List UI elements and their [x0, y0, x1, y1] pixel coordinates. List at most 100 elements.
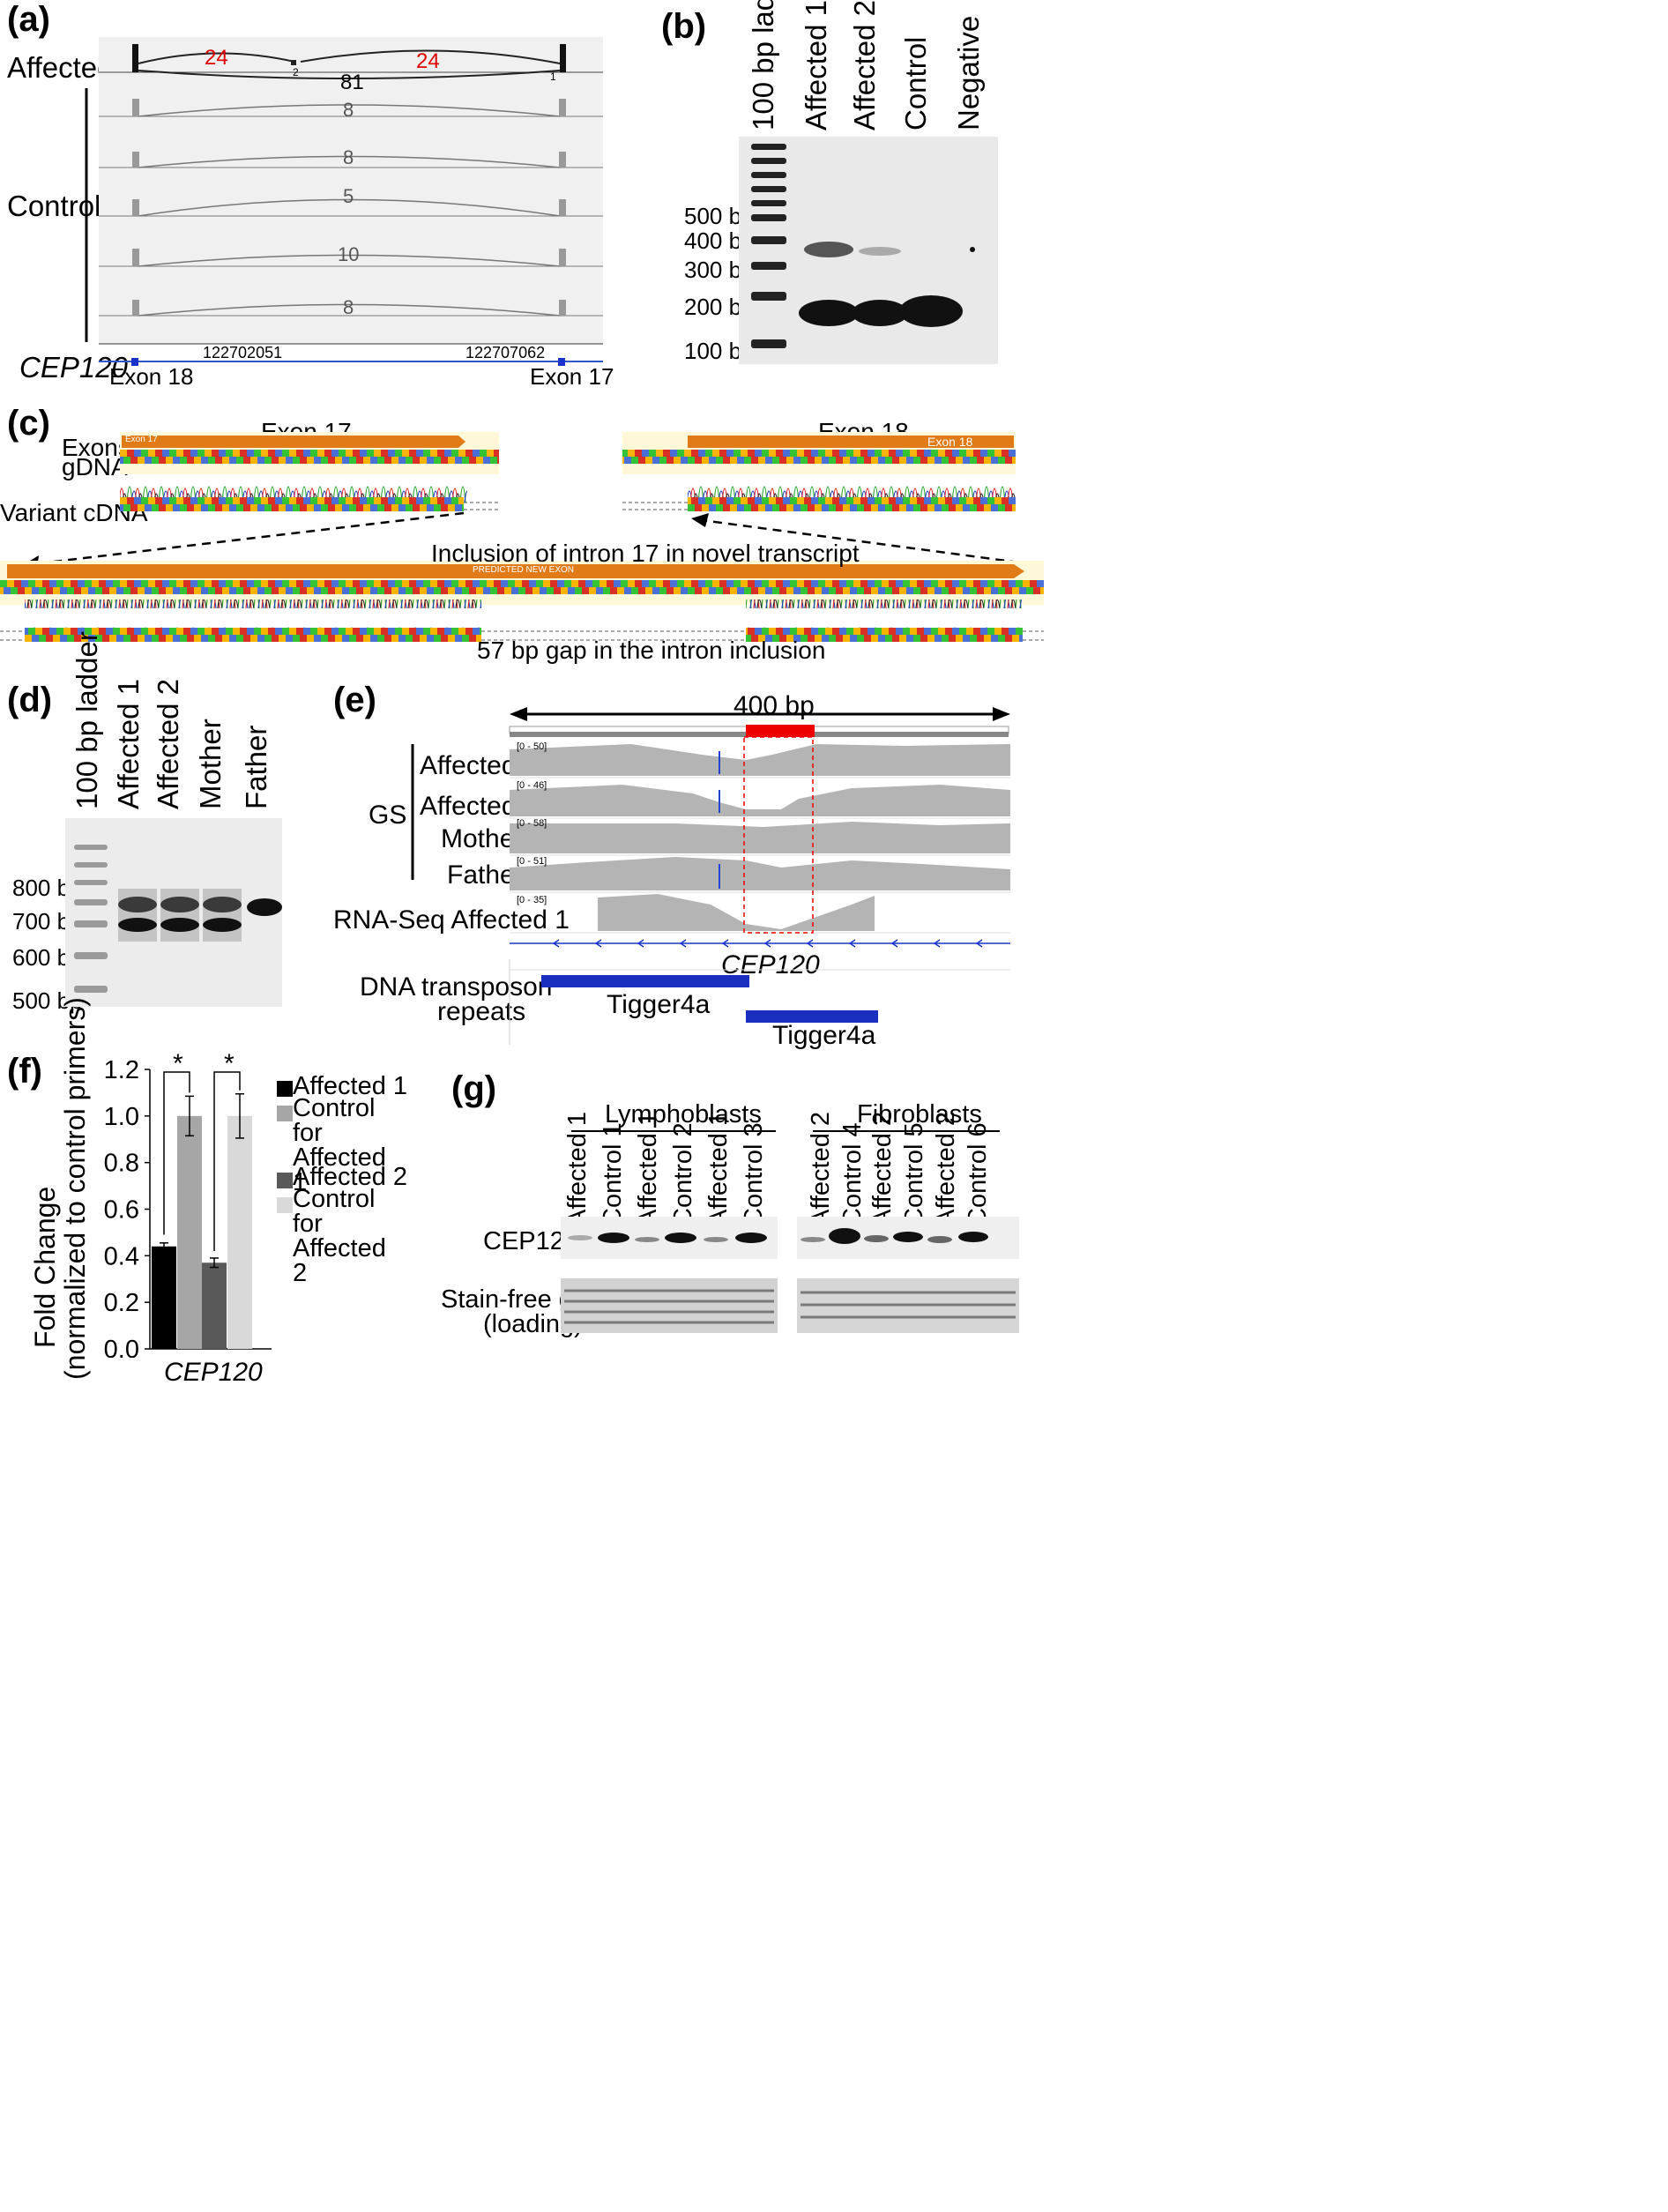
y-tick-label: 0.2 — [104, 1289, 139, 1317]
row-gdna-label: gDNA — [62, 453, 128, 480]
lane-g1-5: Affected 1 — [704, 1111, 733, 1226]
lane-g2-3: Affected 2 — [868, 1111, 897, 1226]
group-lymphoblasts: Lymphoblasts — [605, 1100, 762, 1128]
track-rnaseq: RNA-Seq Affected 1 — [333, 905, 570, 935]
y-tick-label: 0.6 — [104, 1196, 139, 1225]
bar-chart: 0.0 0.2 0.4 0.6 0.8 1.0 1.2 — [104, 1056, 272, 1358]
gene-label-e: CEP120 — [721, 950, 820, 979]
coord-left: 122702051 — [203, 344, 283, 361]
legend-swatch-2 — [277, 1106, 293, 1121]
panel-c-letter: (c) — [7, 404, 50, 443]
lane-d-father: Father — [240, 725, 272, 809]
sig-star-1: * — [173, 1049, 183, 1078]
repeat-2-label: Tigger4a — [772, 1021, 876, 1050]
lane-b-affected-2: Affected 2 — [848, 0, 881, 130]
gs-label: GS — [369, 801, 407, 830]
panel-e-letter: (e) — [333, 681, 376, 719]
lane-b-ladder: 100 bp ladder — [747, 0, 779, 130]
lane-g1-4: Control 2 — [669, 1122, 697, 1226]
range-5: [0 - 35] — [517, 895, 547, 905]
control-count-2: 8 — [343, 146, 354, 168]
f-xlabel: CEP120 — [164, 1358, 263, 1387]
lane-b-negative: Negative — [952, 15, 985, 130]
row-exons-label: Exons — [62, 434, 130, 461]
group-line-1 — [571, 1130, 776, 1132]
lane-g1-3: Affected 1 — [634, 1111, 662, 1226]
repeat-1-label: Tigger4a — [607, 990, 711, 1019]
lane-g1-1: Affected 1 — [563, 1111, 592, 1226]
y-tick-label: 0.4 — [104, 1242, 139, 1270]
lane-b-control: Control — [899, 36, 932, 130]
exon-17-label-a: Exon 17 — [530, 363, 614, 390]
legend-item-3: Affected 2 — [293, 1163, 408, 1191]
control-count-3: 5 — [343, 185, 354, 207]
predicted-exon-bar-label: PREDICTED NEW EXON — [473, 565, 575, 575]
y-tick-label: 0.8 — [104, 1150, 139, 1178]
track-mother: Mother — [441, 824, 524, 853]
lane-g2-4: Control 5 — [900, 1122, 928, 1226]
bar-4 — [227, 1115, 252, 1349]
legend-swatch-1 — [277, 1081, 293, 1097]
affected-sashimi-track — [99, 44, 603, 79]
lane-g2-5: Affected 2 — [932, 1111, 960, 1226]
control-count-1: 8 — [343, 99, 354, 121]
exon-17-bar-label: Exon 17 — [125, 435, 158, 444]
range-4: [0 - 51] — [517, 856, 547, 867]
gene-label-a: CEP120 — [19, 351, 128, 384]
range-3: [0 - 58] — [517, 818, 547, 829]
affected-count-4: 2 — [293, 66, 299, 78]
y-tick-label: 1.0 — [104, 1103, 139, 1131]
repeats-label-1: DNA transposon — [360, 972, 553, 1002]
sig-bracket-2 — [213, 1071, 241, 1252]
exon-18-bar-label: Exon 18 — [927, 435, 973, 449]
lane-d-affected-2: Affected 2 — [152, 678, 184, 809]
y-tick-label: 1.2 — [104, 1056, 139, 1084]
y-tick-labels: 0.0 0.2 0.4 0.6 0.8 1.0 1.2 — [104, 1056, 139, 1358]
repeats-label-2: repeats — [437, 997, 526, 1026]
control-tracks — [99, 99, 603, 317]
affected-count-1: 24 — [205, 46, 228, 70]
f-ylabel-1: Fold Change — [29, 1186, 61, 1348]
bar-3 — [202, 1262, 227, 1349]
legend-item-4: Control for Affected 2 — [293, 1185, 386, 1287]
legend-swatch-4 — [277, 1197, 293, 1213]
bar-series — [152, 1115, 252, 1349]
lane-d-ladder: 100 bp ladder — [71, 631, 103, 809]
group-fibroblasts: Fibroblasts — [857, 1100, 982, 1128]
bar-2 — [177, 1115, 202, 1349]
bar-1 — [152, 1246, 176, 1349]
y-tick-label: 0.0 — [104, 1336, 139, 1358]
sig-bracket-1 — [163, 1071, 190, 1235]
lane-b-affected-1: Affected 1 — [800, 0, 832, 130]
gel-b — [739, 137, 998, 364]
significance-brackets — [163, 1071, 241, 1252]
range-1: [0 - 50] — [517, 741, 547, 752]
group-line-2 — [813, 1130, 1000, 1132]
gap-text: 57 bp gap in the intron inclusion — [477, 637, 826, 664]
legend-item-1: Affected 1 — [293, 1072, 408, 1100]
sig-star-2: * — [224, 1049, 235, 1078]
sequence-alignment — [0, 432, 1044, 642]
control-count-5: 8 — [343, 296, 354, 318]
affected-count-3: 81 — [340, 71, 364, 94]
lane-g2-2: Control 4 — [838, 1122, 867, 1226]
lane-d-mother: Mother — [194, 719, 227, 809]
lane-d-affected-1: Affected 1 — [112, 678, 145, 809]
inclusion-text: Inclusion of intron 17 in novel transcri… — [431, 540, 860, 567]
panel-b-letter: (b) — [661, 7, 707, 46]
range-2: [0 - 46] — [517, 780, 547, 791]
legend-swatch-3 — [277, 1173, 293, 1188]
affected-count-5: 1 — [550, 71, 556, 83]
exon-18-label-a: Exon 18 — [109, 363, 194, 390]
sashimi-plot — [85, 37, 603, 366]
western-blots — [561, 1217, 1019, 1333]
control-count-4: 10 — [338, 243, 360, 265]
error-bars — [160, 1092, 244, 1269]
lane-g1-6: Control 3 — [740, 1122, 768, 1226]
controls-label: Controls — [7, 190, 115, 222]
lane-g2-1: Affected 2 — [807, 1111, 835, 1226]
legend-item-2: Control for Affected 1 — [293, 1094, 386, 1196]
igv-coverage-plot — [411, 707, 1010, 1045]
lane-g2-6: Control 6 — [964, 1122, 992, 1226]
panel-d-letter: (d) — [7, 681, 53, 719]
